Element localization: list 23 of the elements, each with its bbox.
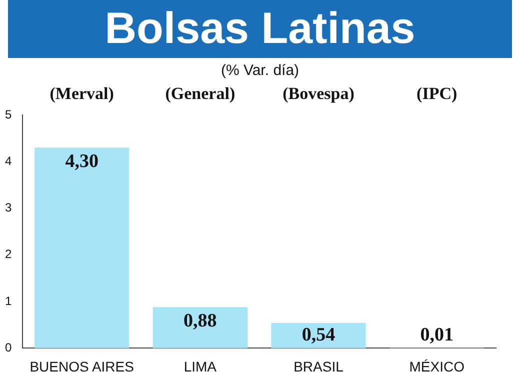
text: (Bovespa) bbox=[282, 84, 354, 103]
y-tick-label: 2 bbox=[4, 247, 12, 262]
bar bbox=[152, 307, 248, 348]
y-tick-label: 5 bbox=[4, 107, 12, 122]
data-label: 0,01 bbox=[420, 324, 454, 346]
y-tick-label: 1 bbox=[4, 294, 12, 308]
chart-title: Bolsas Latinas bbox=[104, 4, 416, 54]
chart-subtitle: (% Var. día) bbox=[220, 62, 300, 79]
x-tick-label: MÉXICO bbox=[409, 358, 465, 374]
y-tick-label: 3 bbox=[4, 200, 12, 215]
y-tick-label: 4 bbox=[4, 154, 12, 168]
y-tick-label: 0 bbox=[4, 340, 12, 355]
bar bbox=[34, 148, 130, 348]
bar bbox=[271, 323, 366, 348]
text: (IPC) bbox=[416, 84, 458, 103]
x-tick-label: BUENOS AIRES bbox=[30, 358, 134, 374]
x-tick-label: LIMA bbox=[184, 358, 218, 374]
data-label: 4,30 bbox=[65, 151, 98, 172]
text: (Merval) bbox=[50, 84, 114, 103]
data-label: 0,54 bbox=[302, 324, 336, 346]
data-label: 0,88 bbox=[184, 310, 217, 332]
text: (General) bbox=[165, 84, 236, 103]
x-tick-label: BRASIL bbox=[294, 358, 344, 374]
